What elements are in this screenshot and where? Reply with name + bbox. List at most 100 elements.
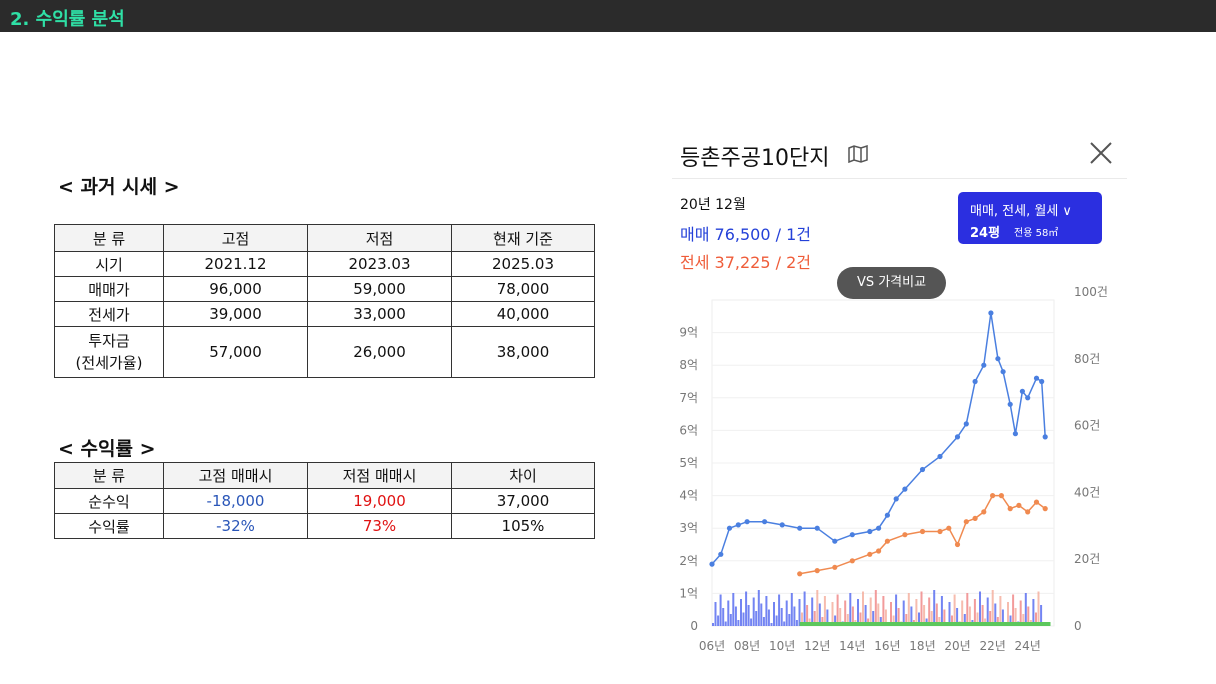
x-tick-label: 14년 xyxy=(839,639,865,653)
volume-bar xyxy=(918,612,920,626)
volume-bar xyxy=(862,591,864,626)
volume-bar xyxy=(915,599,918,626)
volume-bar xyxy=(1035,612,1037,626)
volume-bar xyxy=(953,594,956,626)
data-point xyxy=(814,568,820,574)
data-point xyxy=(1012,431,1018,437)
volume-bar xyxy=(727,600,730,626)
data-point xyxy=(902,532,908,538)
data-point xyxy=(937,453,943,460)
page-title: 2. 수익률 분석 xyxy=(10,9,125,30)
data-point xyxy=(884,538,890,544)
data-point xyxy=(744,519,750,525)
price-chart[interactable]: 0 1억 2억 3억 4억 5억 6억 7억 8억 9억 0 20건 40건 60건 80건 100건 06년 0… xyxy=(672,278,1127,668)
data-point xyxy=(762,519,768,525)
x-tick-label: 24년 xyxy=(1015,639,1041,653)
close-icon[interactable] xyxy=(1088,140,1114,166)
volume-bar xyxy=(846,614,849,626)
y-tick-label: 2억 xyxy=(679,554,698,568)
data-point xyxy=(709,561,715,567)
volume-bar xyxy=(1012,594,1015,626)
page-header: 2. 수익률 분석 xyxy=(0,0,1216,32)
y-tick-label: 7억 xyxy=(679,391,698,405)
volume-bar xyxy=(961,600,964,626)
x-tick-label: 20년 xyxy=(944,639,970,653)
volume-bar xyxy=(734,606,737,626)
volume-bar xyxy=(750,618,753,626)
data-point xyxy=(1007,506,1013,512)
volume-bar xyxy=(1032,599,1035,626)
y-right-tick-label: 0 xyxy=(1074,619,1082,633)
table-cell: 96,000 xyxy=(163,276,308,302)
table-cell: 57,000 xyxy=(163,326,308,378)
filter-type: 매매, 전세, 월세 ∨ xyxy=(970,204,1072,219)
y-right-tick-label: 60건 xyxy=(1074,419,1100,433)
volume-bar xyxy=(991,590,994,626)
volume-bar xyxy=(813,611,816,626)
data-point xyxy=(1007,401,1013,407)
y-right-tick-label: 40건 xyxy=(1074,485,1100,499)
table-cell: 19,000 xyxy=(307,488,452,514)
volume-bar xyxy=(790,593,793,626)
filter-area: 전용 58㎡ xyxy=(1014,228,1059,239)
volume-bar xyxy=(979,591,981,626)
table-cell: 59,000 xyxy=(307,276,452,302)
data-point xyxy=(876,525,882,531)
volume-bar xyxy=(745,591,748,626)
data-point xyxy=(990,493,996,499)
volume-bar xyxy=(996,617,999,626)
volume-bar xyxy=(1040,605,1043,626)
volume-bar xyxy=(963,614,966,626)
x-tick-label: 12년 xyxy=(804,639,830,653)
table-cell: 39,000 xyxy=(163,301,308,327)
volume-bar xyxy=(712,623,714,626)
data-point xyxy=(849,532,855,538)
y-tick-label: 0 xyxy=(690,619,698,633)
volume-bar xyxy=(740,599,742,626)
volume-bar xyxy=(986,597,989,626)
data-point xyxy=(779,522,785,528)
data-point xyxy=(963,421,969,427)
volume-bar xyxy=(821,617,824,626)
table-row: 투자금 (전세가율) 57,000 26,000 38,000 xyxy=(54,326,595,378)
filter-button[interactable]: 매매, 전세, 월세 ∨ 24평 전용 58㎡ xyxy=(958,192,1102,244)
data-point xyxy=(849,558,855,564)
data-point xyxy=(995,356,1001,362)
table-row: 시기 2021.12 2023.03 2025.03 xyxy=(54,251,595,277)
x-tick-label: 08년 xyxy=(734,639,760,653)
data-point xyxy=(988,310,994,316)
volume-bar xyxy=(816,590,819,626)
volume-bar xyxy=(783,621,786,626)
volume-bar xyxy=(1024,593,1027,626)
map-icon[interactable] xyxy=(848,145,868,163)
volume-bar xyxy=(793,606,796,626)
y-tick-label: 3억 xyxy=(679,521,698,535)
volume-bar xyxy=(859,612,862,626)
volume-bar xyxy=(976,612,979,626)
data-point xyxy=(797,571,803,577)
table-header: 고점 매매시 xyxy=(163,462,308,489)
past-price-heading: < 과거 시세 > xyxy=(58,176,180,198)
data-point xyxy=(963,519,969,525)
volume-bar xyxy=(844,600,847,626)
y-tick-label: 4억 xyxy=(679,489,698,503)
volume-bar xyxy=(760,603,763,626)
volume-bar xyxy=(839,608,842,626)
table-cell: 2023.03 xyxy=(307,251,452,277)
data-point xyxy=(1025,395,1031,401)
selected-month: 20년 12월 xyxy=(680,197,746,213)
data-point xyxy=(832,538,838,544)
volume-bar xyxy=(882,596,885,626)
table-header: 고점 xyxy=(163,224,308,252)
table-header: 차이 xyxy=(451,462,595,489)
volume-bar xyxy=(778,594,781,626)
past-price-table: 분 류 고점 저점 현재 기준 시기 2021.12 2023.03 2025.… xyxy=(54,224,595,378)
volume-bar xyxy=(742,612,745,626)
x-tick-label: 22년 xyxy=(979,639,1005,653)
volume-bar xyxy=(729,614,732,626)
volume-bar xyxy=(1001,609,1004,626)
table-header: 분 류 xyxy=(54,224,164,252)
data-point xyxy=(1019,388,1025,394)
data-point xyxy=(919,466,926,473)
compare-button[interactable]: VS 가격비교 xyxy=(837,267,946,299)
